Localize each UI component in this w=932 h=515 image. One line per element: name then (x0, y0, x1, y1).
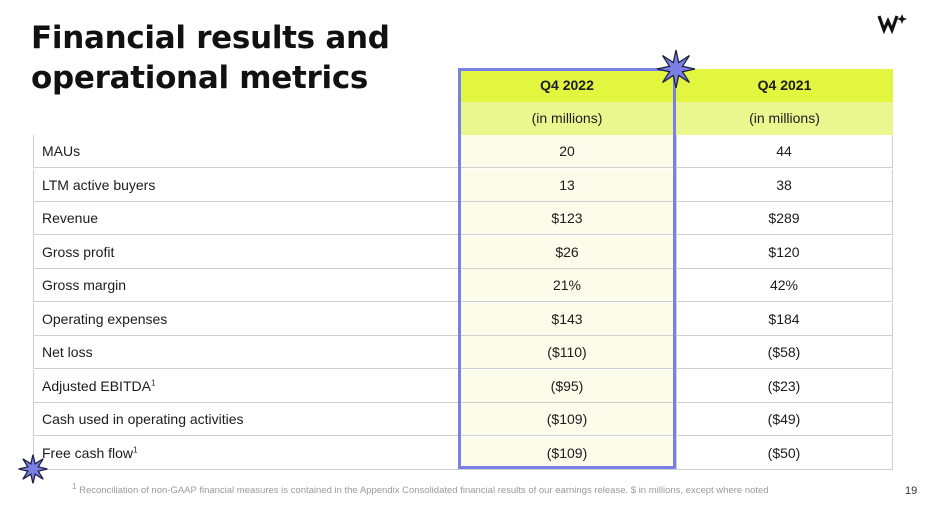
value-q4-2021: ($58) (676, 336, 893, 369)
table-row: Revenue $123 $289 (33, 202, 893, 235)
sparkle-star-icon (18, 454, 48, 484)
value-q4-2022: ($95) (458, 369, 676, 403)
table-row: Operating expenses $143 $184 (33, 302, 893, 336)
q4-2022-highlight-frame (458, 68, 676, 469)
slide-title: Financial results and operational metric… (31, 18, 390, 98)
table-row: Free cash flow1 ($109) ($50) (33, 436, 893, 470)
sparkle-star-icon (656, 49, 696, 89)
row-label-text: Operating expenses (42, 310, 168, 327)
row-label: MAUs (33, 135, 458, 168)
value-q4-2022: 13 (458, 168, 676, 202)
row-label: Free cash flow1 (33, 436, 458, 470)
table-units-row: (in millions) (in millions) (33, 102, 893, 135)
table-row: LTM active buyers 13 38 (33, 168, 893, 202)
table-header-row: Q4 2022 Q4 2021 (33, 69, 893, 102)
row-label: LTM active buyers (33, 168, 458, 202)
value-q4-2022: 21% (458, 269, 676, 302)
row-label-text: Net loss (42, 344, 93, 360)
value-q4-2022: ($109) (458, 436, 676, 470)
units-q4-2021: (in millions) (676, 102, 893, 135)
value-q4-2021: 42% (676, 269, 893, 302)
footnote: 1 Reconciliation of non-GAAP financial m… (72, 481, 769, 496)
row-label: Gross profit (33, 235, 458, 269)
page-number: 19 (905, 485, 918, 497)
value-q4-2021: 44 (676, 135, 893, 168)
footnote-reference: 1 (133, 444, 138, 454)
table-row: Cash used in operating activities ($109)(… (33, 403, 893, 436)
company-logo-icon (877, 14, 907, 34)
value-q4-2022: $26 (458, 235, 676, 269)
row-label: Gross margin (33, 269, 458, 302)
value-q4-2021: ($49) (676, 403, 893, 436)
table-row: Gross profit $26 $120 (33, 235, 893, 269)
column-divider (676, 135, 677, 470)
slide-title-line-2: operational metrics (31, 60, 369, 96)
row-label: Operating expenses (33, 302, 458, 336)
row-label-text: LTM active buyers (42, 176, 156, 193)
row-label-text: Revenue (42, 210, 99, 226)
value-q4-2021: ($50) (676, 436, 893, 470)
column-header-q4-2021: Q4 2021 (676, 69, 893, 102)
table-row: Net loss ($110) ($58) (33, 336, 893, 369)
row-label-text: Gross margin (42, 277, 127, 293)
row-label-text: Free cash flow (42, 444, 134, 461)
value-q4-2022: $143 (458, 302, 676, 336)
value-q4-2021: $289 (676, 202, 893, 235)
footnote-marker: 1 (72, 481, 77, 491)
table-row: MAUs 20 44 (33, 135, 893, 168)
footnote-reference: 1 (150, 377, 156, 387)
row-label: Revenue (33, 202, 458, 235)
slide-title-line-1: Financial results and (31, 20, 390, 56)
row-label: Net loss (33, 336, 458, 369)
table-row: Adjusted EBITDA1 ($95) ($23) (33, 369, 893, 403)
column-header-q4-2022: Q4 2022 (458, 69, 676, 102)
row-label-text: Adjusted EBITDA (42, 377, 151, 394)
row-label: Adjusted EBITDA1 (33, 369, 458, 403)
row-label-text: MAUs (42, 143, 81, 159)
footnote-text: Reconciliation of non-GAAP financial mea… (76, 485, 769, 496)
value-q4-2022: ($109) (458, 403, 676, 436)
row-label-text: Gross profit (42, 243, 115, 260)
value-q4-2021: $184 (676, 302, 893, 336)
value-q4-2022: ($110) (458, 336, 676, 369)
value-q4-2022: $123 (458, 202, 676, 235)
value-q4-2021: 38 (676, 168, 893, 202)
value-q4-2021: ($23) (676, 369, 893, 403)
table-row: Gross margin 21% 42% (33, 269, 893, 302)
row-label-text: Cash used in operating activities (42, 411, 244, 427)
value-q4-2022: 20 (458, 135, 676, 168)
units-q4-2022: (in millions) (458, 102, 676, 135)
value-q4-2021: $120 (676, 235, 893, 269)
row-label: Cash used in operating activities (33, 403, 458, 436)
